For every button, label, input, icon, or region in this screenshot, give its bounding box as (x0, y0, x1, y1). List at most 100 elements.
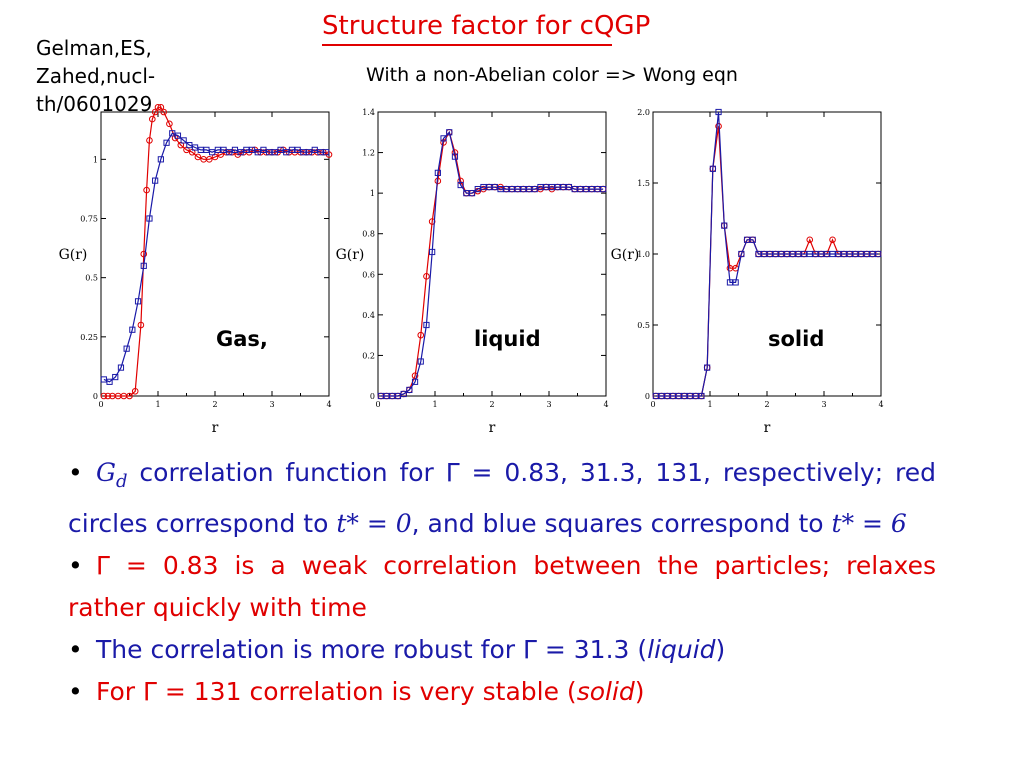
data-point-square (749, 236, 756, 243)
data-point-square (869, 250, 876, 258)
data-point-circle (829, 236, 836, 244)
x-tick-label: 1 (707, 400, 712, 409)
chart-solid: 0 1 2 3 4 0 0.5 1.0 1.5 2.0 r G(r) (611, 108, 884, 436)
note-4-end: ) (634, 677, 645, 706)
y-tick-label: 1 (370, 189, 375, 198)
y-axis-label: G(r) (611, 247, 640, 263)
series-line-square (380, 131, 604, 397)
data-point-circle (157, 103, 165, 111)
data-point-square (503, 185, 510, 193)
data-point-square (835, 250, 842, 258)
y-tick-label: 0.75 (80, 215, 98, 224)
data-point-circle (206, 156, 213, 163)
note-1-time-zero: t* = 0 (336, 509, 412, 538)
data-point-circle (417, 331, 425, 339)
data-point-square (220, 146, 227, 153)
data-point-square (163, 139, 170, 146)
data-point-circle (806, 236, 814, 244)
data-point-square (600, 185, 607, 193)
x-axis-label: r (489, 420, 496, 436)
data-point-square (789, 250, 796, 258)
y-tick-label: 0.25 (80, 333, 98, 342)
data-point-circle (126, 392, 133, 400)
data-point-square (565, 183, 573, 191)
data-point-square (180, 137, 187, 144)
x-tick-label: 2 (764, 400, 769, 409)
x-tick-label: 1 (432, 400, 437, 409)
plot-frame (377, 111, 607, 397)
series-line-circle (380, 130, 604, 397)
data-point-square (186, 142, 193, 149)
phase-label-gas: Gas, (216, 327, 268, 351)
note-1-symbol: G (96, 458, 116, 487)
data-point-square (400, 390, 407, 398)
data-point-square (231, 146, 239, 153)
data-point-circle (154, 103, 162, 111)
data-point-square (394, 392, 402, 400)
data-point-square (417, 358, 424, 365)
x-tick-label: 2 (489, 400, 494, 409)
data-point-square (715, 108, 722, 116)
y-tick-label: 0.4 (362, 311, 375, 320)
y-axis-label: G(r) (59, 247, 88, 263)
x-tick-label: 4 (878, 400, 883, 409)
data-point-circle (423, 273, 430, 280)
data-point-square (571, 185, 578, 193)
note-3-end: ) (715, 635, 726, 664)
y-axis-label: G(r) (336, 247, 365, 263)
data-point-square (875, 250, 882, 258)
x-tick-label: 0 (98, 400, 103, 409)
data-point-circle (137, 321, 145, 329)
data-point-square (191, 144, 199, 151)
slide-subtitle: With a non-Abelian color => Wong eqn (366, 64, 738, 86)
series-line-circle (655, 126, 879, 397)
title-underline (322, 44, 612, 46)
y-tick-label: 1.5 (637, 179, 650, 188)
data-point-square (783, 250, 791, 258)
data-point-square (738, 250, 745, 258)
data-point-circle (411, 372, 419, 380)
data-point-square (698, 392, 705, 400)
data-point-square (146, 215, 153, 222)
x-tick-label: 3 (269, 400, 274, 409)
data-point-square (704, 364, 711, 371)
data-point-square (203, 146, 210, 153)
data-point-square (686, 392, 694, 400)
y-tick-label: 1.4 (362, 108, 375, 117)
x-tick-label: 2 (212, 400, 217, 409)
data-point-square (323, 149, 330, 156)
data-point-square (254, 149, 261, 156)
data-point-square (248, 146, 256, 153)
note-1-subscript: d (115, 471, 128, 492)
data-point-square (266, 149, 273, 156)
phase-label-liquid: liquid (474, 327, 541, 351)
x-axis-label: r (212, 420, 219, 436)
data-point-circle (194, 153, 202, 161)
data-point-square (840, 250, 848, 258)
data-point-square (134, 298, 142, 305)
note-3: • The correlation is more robust for Γ = … (68, 629, 936, 671)
y-tick-label: 2.0 (637, 108, 650, 117)
note-1-text-a: correlation function for (127, 458, 446, 487)
data-point-square (226, 149, 233, 156)
data-point-square (692, 392, 699, 400)
data-point-square (669, 392, 677, 400)
data-point-square (423, 321, 430, 329)
x-tick-label: 0 (650, 400, 655, 409)
data-point-square (486, 183, 493, 191)
bullet: • (68, 677, 83, 706)
data-point-square (100, 376, 107, 383)
data-point-square (429, 248, 436, 256)
data-point-circle (143, 186, 150, 194)
bullet: • (68, 458, 83, 487)
data-point-square (726, 279, 734, 286)
data-point-square (755, 250, 762, 258)
x-tick-label: 1 (155, 400, 160, 409)
reference-citation: Gelman,ES, Zahed,nucl-th/0601029 (36, 36, 156, 116)
x-tick-label: 4 (603, 400, 608, 409)
notes-list: • Gd correlation function for Γ = 0.83, 3… (68, 452, 936, 713)
data-point-circle (160, 108, 167, 116)
data-point-square (709, 165, 716, 172)
data-point-square (446, 129, 453, 136)
data-point-square (537, 183, 544, 191)
